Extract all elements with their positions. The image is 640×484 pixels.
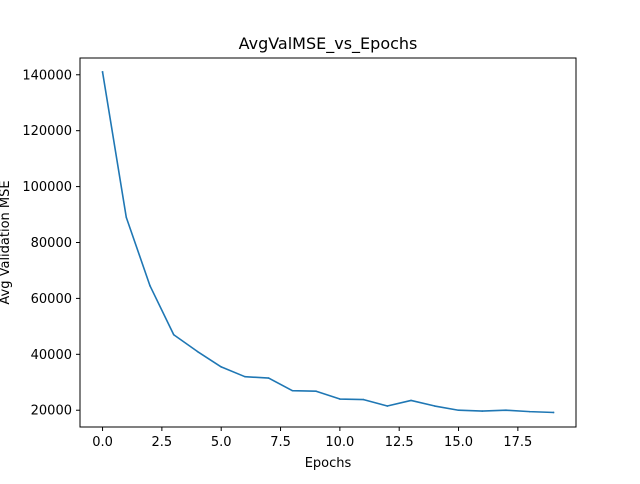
data-point: [552, 411, 555, 414]
x-tick-label: 17.5: [503, 435, 532, 450]
data-point: [196, 350, 199, 353]
axes-frame: [79, 57, 577, 428]
x-tick-label: 0.0: [92, 435, 113, 450]
y-tick-label: 80000: [31, 236, 72, 251]
series-line: [101, 71, 555, 414]
x-tick-label: 10.0: [325, 435, 354, 450]
y-tick-label: 20000: [31, 404, 72, 419]
data-point: [244, 375, 246, 378]
data-point: [386, 405, 389, 407]
x-tick-label: 15.0: [444, 435, 473, 450]
data-point: [220, 366, 223, 368]
y-tick-label: 100000: [22, 180, 72, 195]
data-point: [339, 398, 341, 400]
data-point: [505, 409, 507, 412]
data-point: [528, 410, 531, 413]
data-point: [267, 377, 270, 379]
x-tick-label: 5.0: [211, 435, 232, 450]
y-tick-label: 60000: [31, 292, 72, 307]
y-tick-label: 120000: [22, 124, 72, 139]
data-point: [172, 333, 175, 336]
data-point: [149, 285, 151, 287]
x-tick-label: 2.5: [152, 435, 173, 450]
series-layer: [101, 71, 555, 414]
data-point: [457, 409, 460, 412]
x-tick-label: 7.5: [270, 435, 291, 450]
chart-title: AvgValMSE_vs_Epochs: [239, 34, 418, 54]
x-axis-ticks: 0.0 2.5 5.0 7.5 10.0 12.5 15.0 17.5: [92, 427, 532, 450]
y-axis-label: Avg Validation MSE: [0, 180, 13, 304]
data-point: [101, 71, 104, 73]
x-axis-label: Epochs: [305, 456, 352, 471]
data-point: [410, 399, 412, 402]
data-point: [315, 390, 317, 393]
x-tick-label: 12.5: [385, 435, 414, 450]
data-point: [433, 405, 436, 407]
y-tick-label: 40000: [31, 348, 72, 363]
data-point: [125, 216, 128, 219]
y-axis-ticks: 20000 40000 60000 80000 100000 120000 140000: [22, 68, 80, 419]
data-point: [362, 398, 365, 401]
data-point: [291, 389, 294, 392]
plot-background: [80, 58, 576, 427]
data-point: [481, 410, 484, 412]
y-tick-label: 140000: [22, 68, 72, 83]
